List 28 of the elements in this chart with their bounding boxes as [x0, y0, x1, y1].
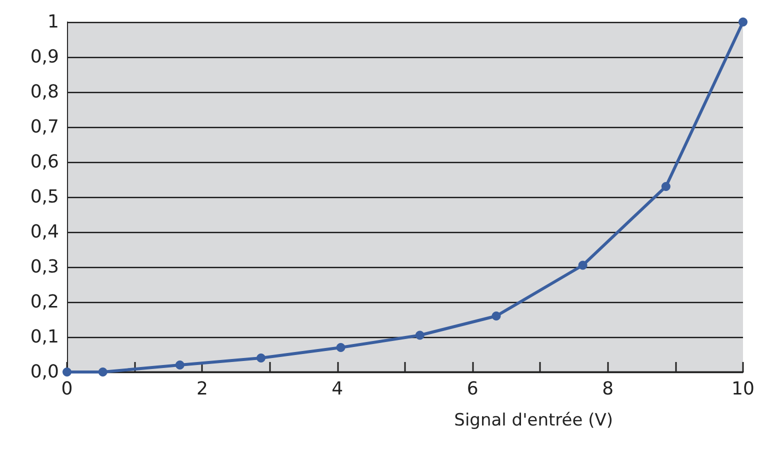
- point: [738, 18, 748, 26]
- point: [336, 343, 346, 352]
- x-tick-label: 4: [332, 378, 344, 400]
- x-axis-title: Signal d'entrée (V): [454, 410, 613, 430]
- point: [578, 260, 588, 270]
- y-tick-label: 0,7: [30, 116, 59, 138]
- y-tick-label: 0,6: [30, 152, 59, 172]
- point: [62, 368, 72, 376]
- y-tick-label: 0,1: [30, 326, 59, 348]
- y-tick-label: 0,4: [30, 222, 59, 242]
- y-tick-label: 0,3: [30, 256, 59, 278]
- point: [415, 330, 424, 340]
- y-tick-label: 0,5: [30, 186, 59, 208]
- x-tick-label: 8: [602, 378, 614, 400]
- x-tick-label: 0: [61, 378, 73, 400]
- point: [175, 360, 184, 370]
- y-tick-label: 0,8: [30, 82, 59, 102]
- x-tick-label: 10: [732, 378, 754, 400]
- point: [98, 368, 108, 376]
- x-tick-label: 6: [466, 378, 478, 400]
- point: [492, 312, 501, 320]
- point: [661, 182, 670, 191]
- y-tick-label: 1: [48, 12, 59, 32]
- x-tick-label: 2: [196, 378, 208, 400]
- y-tick-label: 0,9: [30, 46, 59, 68]
- y-tick-label: 0,0: [30, 362, 59, 382]
- point: [256, 354, 266, 362]
- y-tick-label: 0,2: [30, 292, 59, 312]
